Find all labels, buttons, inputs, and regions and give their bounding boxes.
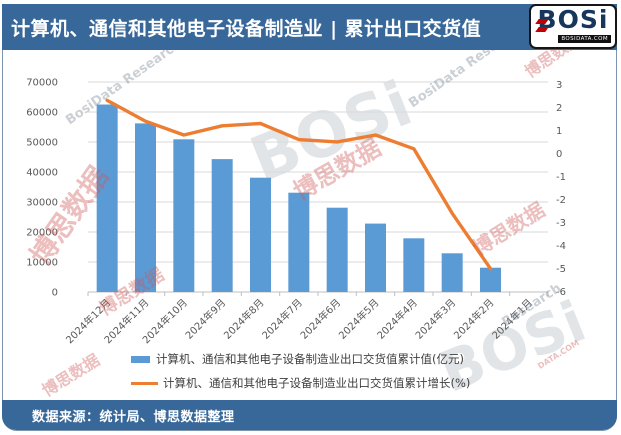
left-axis-tick-label: 0: [52, 288, 58, 299]
data-source: 数据来源：统计局、博思数据整理: [32, 409, 235, 425]
left-axis-tick-label: 60000: [26, 108, 58, 119]
bar-2024年9月: [211, 159, 233, 292]
page-title: 计算机、通信和其他电子设备制造业 | 累计出口交货值: [11, 17, 482, 40]
right-axis-tick-label: 2: [556, 103, 562, 114]
footer-bar: 数据来源：统计局、博思数据整理: [2, 400, 617, 430]
legend-item-export-value: 计算机、通信和其他电子设备制造业出口交货值累计值(亿元): [131, 351, 470, 367]
bosi-logo: BOSi BOSIDATA.COM: [529, 4, 617, 49]
bar-2024年4月: [403, 238, 425, 292]
x-category-label: 2024年5月: [336, 296, 382, 342]
legend-label: 计算机、通信和其他电子设备制造业出口交货值累计值(亿元): [156, 352, 464, 366]
line-swatch: [131, 381, 158, 385]
right-axis-tick-label: 3: [556, 80, 562, 91]
left-axis-tick-label: 30000: [26, 198, 58, 209]
right-axis-tick-label: -6: [556, 287, 566, 298]
logo-site-label: BOSIDATA.COM: [558, 35, 611, 43]
legend-label: 计算机、通信和其他电子设备制造业出口交货值累计增长(%): [163, 376, 471, 390]
bar-2024年2月: [480, 267, 501, 292]
left-axis-tick-label: 70000: [26, 78, 58, 89]
bar-2024年7月: [288, 192, 310, 292]
chart-legend: 计算机、通信和其他电子设备制造业出口交货值累计值(亿元) 计算机、通信和其他电子…: [131, 351, 470, 399]
x-category-label: 2024年4月: [374, 296, 420, 342]
left-axis-tick-label: 40000: [26, 168, 58, 179]
right-axis-tick-label: -2: [556, 195, 566, 206]
growth-line: [105, 98, 493, 271]
right-axis-tick-label: -1: [556, 172, 566, 183]
right-axis-tick-label: -3: [556, 218, 566, 229]
x-category-label: 2024年1月: [489, 296, 535, 342]
bar-2024年10月: [173, 139, 195, 292]
x-category-label: 2024年9月: [182, 296, 228, 342]
left-axis-tick-label: 50000: [26, 138, 58, 149]
logo-wordmark: BOSi: [537, 5, 609, 34]
left-axis-tick-label: 10000: [26, 258, 58, 269]
x-category-label: 2024年2月: [451, 296, 497, 342]
right-axis-tick-label: -4: [556, 241, 566, 252]
bar-2024年6月: [326, 207, 348, 292]
header-bar: 计算机、通信和其他电子设备制造业 | 累计出口交货值: [2, 4, 617, 50]
right-axis-tick-label: -5: [556, 264, 566, 275]
x-category-label: 2024年3月: [412, 296, 458, 342]
bar-2024年3月: [441, 253, 463, 292]
bar-swatch: [131, 355, 150, 363]
bar-2024年12月: [96, 104, 118, 292]
bar-2024年8月: [250, 177, 271, 292]
x-category-label: 2024年7月: [259, 296, 305, 342]
bar-2024年11月: [135, 123, 156, 293]
x-category-label: 2024年6月: [297, 296, 343, 342]
x-category-label: 2024年8月: [221, 296, 267, 342]
right-axis-tick-label: 1: [556, 126, 562, 137]
left-axis-tick-label: 20000: [26, 228, 58, 239]
legend-item-growth: 计算机、通信和其他电子设备制造业出口交货值累计增长(%): [131, 375, 470, 391]
right-axis-tick-label: 0: [556, 149, 562, 160]
bar-2024年5月: [365, 223, 386, 292]
